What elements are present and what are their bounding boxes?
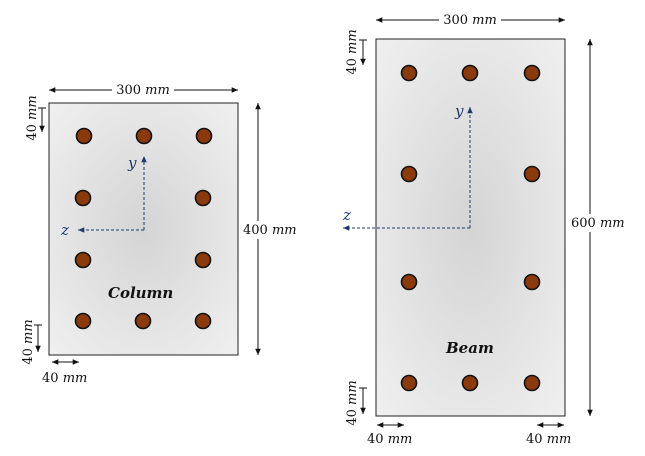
beam-bottom-cover-label: 40 mm <box>345 380 360 425</box>
column-rebar <box>74 312 92 330</box>
beam-rebar <box>400 165 418 183</box>
column-y-label: y <box>127 154 137 172</box>
column-rebar <box>135 127 153 145</box>
column-rebar <box>194 251 212 269</box>
beam-rebar <box>523 165 541 183</box>
column-height-label: 400 mm <box>243 223 297 238</box>
column-section: y z Column 300 mm 400 mm 40 mm 40 mm 40 … <box>21 80 299 386</box>
beam-section: y z Beam 300 mm 600 mm 40 mm 40 mm 40 mm… <box>342 10 630 447</box>
beam-rebar <box>400 374 418 392</box>
column-rebar <box>74 251 92 269</box>
column-bottom-cover-label: 40 mm <box>21 319 36 364</box>
column-rebars <box>74 127 213 330</box>
beam-height-label: 600 mm <box>571 216 625 231</box>
beam-left-cover-label: 40 mm <box>367 432 412 447</box>
column-top-cover-label: 40 mm <box>25 95 40 140</box>
beam-top-cover-label: 40 mm <box>345 29 360 74</box>
beam-rebar <box>461 64 479 82</box>
beam-z-label: z <box>342 206 351 224</box>
column-width-label: 300 mm <box>116 83 170 98</box>
column-title: Column <box>108 284 173 302</box>
beam-rebar <box>400 64 418 82</box>
column-rebar <box>194 189 212 207</box>
column-z-label: z <box>60 221 69 239</box>
beam-axes <box>343 107 473 231</box>
beam-rebar <box>400 273 418 291</box>
beam-rebar <box>523 273 541 291</box>
column-axes <box>78 156 147 233</box>
beam-rebar <box>461 374 479 392</box>
beam-y-label: y <box>454 102 464 120</box>
column-rebar <box>74 189 92 207</box>
beam-rebar <box>523 374 541 392</box>
column-side-cover-label: 40 mm <box>42 371 87 386</box>
beam-title: Beam <box>445 339 494 357</box>
column-rebar <box>195 127 213 145</box>
beam-right-cover-label: 40 mm <box>526 432 571 447</box>
column-rebar <box>75 127 93 145</box>
beam-rebars <box>400 64 541 392</box>
column-rebar <box>134 312 152 330</box>
beam-rebar <box>523 64 541 82</box>
column-rebar <box>194 312 212 330</box>
beam-width-label: 300 mm <box>443 13 497 28</box>
